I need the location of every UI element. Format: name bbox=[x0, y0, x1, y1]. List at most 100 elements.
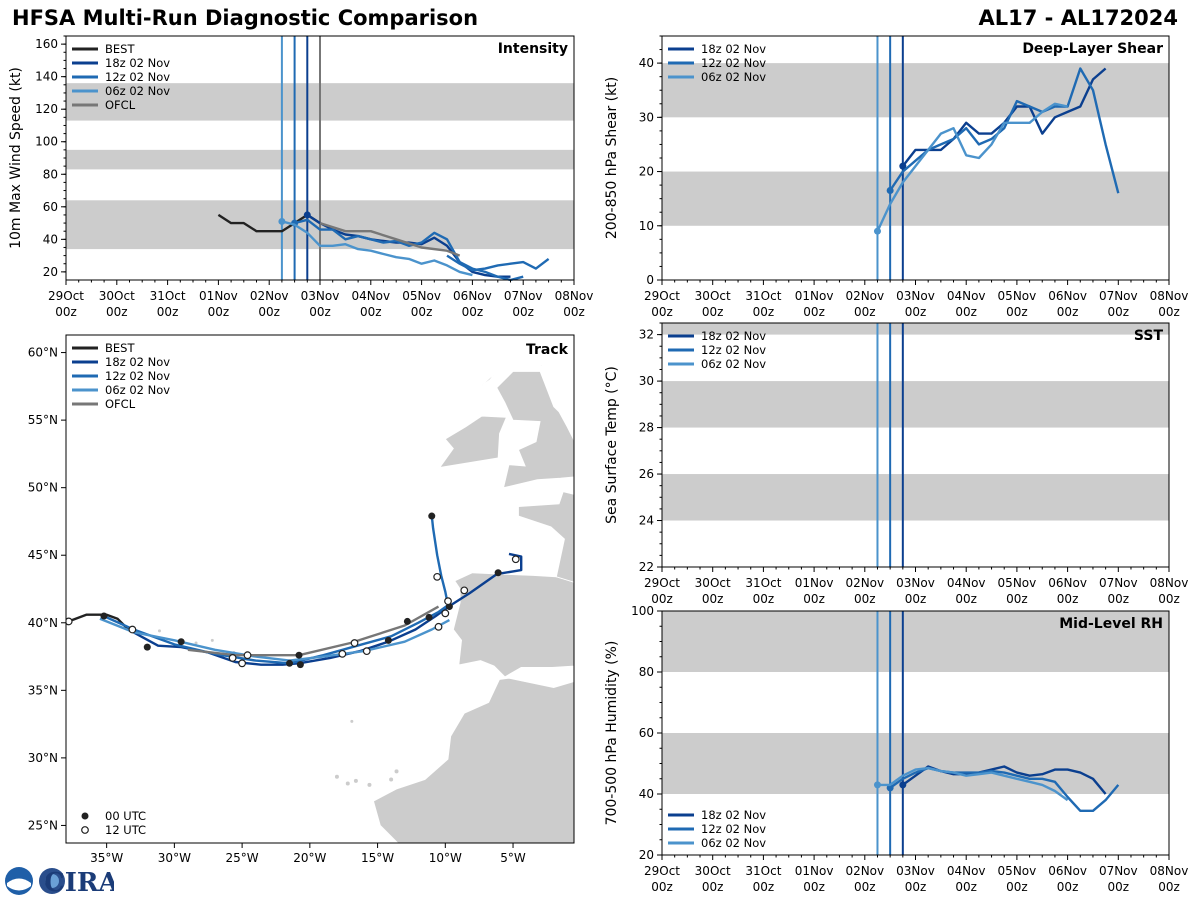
cira-logo: CIRA bbox=[4, 866, 114, 896]
legend-label: OFCL bbox=[105, 397, 136, 411]
x-tick-label-hour: 00z bbox=[651, 305, 673, 319]
series-line-06z-02-nov bbox=[281, 220, 473, 277]
series-line-12z-02-nov-tail bbox=[446, 254, 550, 272]
track-point-00utc bbox=[403, 617, 411, 625]
init-point-marker bbox=[899, 781, 907, 789]
x-tick-label-date: 07Nov bbox=[1099, 864, 1138, 878]
ireland-land bbox=[439, 415, 507, 468]
y-tick-label: 10 bbox=[639, 219, 654, 233]
track-point-12utc bbox=[66, 617, 73, 626]
y-tick-label: 100 bbox=[631, 604, 654, 618]
series-line-06z-02-nov bbox=[876, 102, 1068, 232]
x-tick-label-date: 01Nov bbox=[199, 289, 238, 303]
marker-legend-label: 12 UTC bbox=[105, 823, 146, 837]
x-tick-label-date: 31Oct bbox=[745, 576, 781, 590]
x-tick-label-hour: 00z bbox=[1108, 880, 1130, 894]
y-tick-label: 60 bbox=[43, 200, 58, 214]
track-point-12utc bbox=[433, 572, 442, 581]
track-point-12utc bbox=[362, 647, 371, 656]
x-tick-label-hour: 00z bbox=[55, 305, 77, 319]
legend-label: 12z 02 Nov bbox=[701, 343, 766, 357]
marker-legend-label: 00 UTC bbox=[105, 809, 146, 823]
africa-land bbox=[373, 677, 574, 843]
panel-title: Deep-Layer Shear bbox=[1022, 41, 1163, 57]
track-point-12utc bbox=[434, 622, 443, 631]
y-tick-label: 80 bbox=[43, 167, 58, 181]
x-tick-label-date: 29Oct bbox=[644, 289, 680, 303]
x-tick-label-hour: 00z bbox=[651, 592, 673, 606]
canary-island bbox=[345, 781, 350, 786]
legend-label: 18z 02 Nov bbox=[701, 808, 766, 822]
x-tick-label-hour: 00z bbox=[905, 880, 927, 894]
track-point-00utc bbox=[296, 661, 304, 669]
x-tick-label-date: 04Nov bbox=[351, 289, 390, 303]
x-tick-label-hour: 00z bbox=[753, 880, 775, 894]
x-tick-label-date: 29Oct bbox=[644, 576, 680, 590]
y-tick-label: 20 bbox=[639, 848, 654, 862]
x-tick-label-hour: 00z bbox=[208, 305, 230, 319]
x-tick-label-date: 03Nov bbox=[301, 289, 340, 303]
shading-band bbox=[662, 733, 1169, 794]
x-tick-label-hour: 00z bbox=[1158, 305, 1180, 319]
x-tick-label-date: 06Nov bbox=[1048, 864, 1087, 878]
canary-island bbox=[367, 782, 372, 787]
x-tick-label-date: 31Oct bbox=[745, 864, 781, 878]
x-tick-label-date: 30Oct bbox=[695, 864, 731, 878]
atlantic-island bbox=[194, 641, 198, 645]
legend-label: OFCL bbox=[105, 98, 136, 112]
legend-label: BEST bbox=[105, 42, 135, 56]
y-tick-label: 20 bbox=[43, 265, 58, 279]
x-tick-label-date: 05Nov bbox=[998, 576, 1037, 590]
x-tick-label-hour: 00z bbox=[360, 305, 382, 319]
y-tick-label: 35°N bbox=[28, 683, 58, 697]
x-tick-label-date: 06Nov bbox=[1048, 289, 1087, 303]
x-tick-label-date: 02Nov bbox=[845, 289, 884, 303]
iberia-land bbox=[452, 572, 574, 678]
x-tick-label: 15°W bbox=[361, 851, 394, 865]
init-point-marker bbox=[899, 162, 907, 170]
track-point-12utc bbox=[338, 649, 347, 658]
y-tick-label: 32 bbox=[639, 328, 654, 342]
track-point-00utc bbox=[428, 512, 436, 520]
x-tick-label-hour: 00z bbox=[1057, 880, 1079, 894]
x-tick-label-hour: 00z bbox=[854, 880, 876, 894]
y-tick-label: 25°N bbox=[28, 818, 58, 832]
x-tick-label-hour: 00z bbox=[1006, 592, 1028, 606]
x-tick-label-hour: 00z bbox=[651, 880, 673, 894]
x-tick-label-date: 01Nov bbox=[795, 289, 834, 303]
x-tick-label-hour: 00z bbox=[563, 305, 585, 319]
track-point-00utc bbox=[295, 651, 303, 659]
x-tick-label-date: 05Nov bbox=[998, 864, 1037, 878]
x-tick-label-date: 29Oct bbox=[644, 864, 680, 878]
canary-island bbox=[389, 777, 394, 782]
x-tick-label-hour: 00z bbox=[854, 305, 876, 319]
legend-label: 06z 02 Nov bbox=[701, 70, 766, 84]
x-tick-label-hour: 00z bbox=[1057, 592, 1079, 606]
x-tick-label: 20°W bbox=[293, 851, 326, 865]
y-tick-label: 30 bbox=[639, 374, 654, 388]
x-tick-label-date: 07Nov bbox=[1099, 289, 1138, 303]
x-tick-label-hour: 00z bbox=[106, 305, 128, 319]
track-point-00utc bbox=[177, 638, 185, 646]
x-tick-label-hour: 00z bbox=[803, 880, 825, 894]
y-tick-label: 30 bbox=[639, 110, 654, 124]
x-tick-label-date: 01Nov bbox=[795, 576, 834, 590]
x-tick-label-hour: 00z bbox=[1108, 305, 1130, 319]
y-tick-label: 26 bbox=[639, 467, 654, 481]
orkney-land bbox=[535, 361, 546, 370]
x-tick-label-date: 02Nov bbox=[845, 864, 884, 878]
init-point-marker bbox=[886, 784, 894, 792]
x-tick-label-hour: 00z bbox=[157, 305, 179, 319]
hebrides-land bbox=[478, 372, 496, 389]
canary-island bbox=[394, 769, 399, 774]
x-tick-label-hour: 00z bbox=[1158, 592, 1180, 606]
legend-label: 06z 02 Nov bbox=[701, 357, 766, 371]
x-tick-label-hour: 00z bbox=[462, 305, 484, 319]
y-tick-label: 28 bbox=[639, 421, 654, 435]
storm-id-title: AL17 - AL172024 bbox=[978, 6, 1179, 30]
x-tick-label-hour: 00z bbox=[905, 592, 927, 606]
x-tick-label-date: 08Nov bbox=[1150, 576, 1189, 590]
